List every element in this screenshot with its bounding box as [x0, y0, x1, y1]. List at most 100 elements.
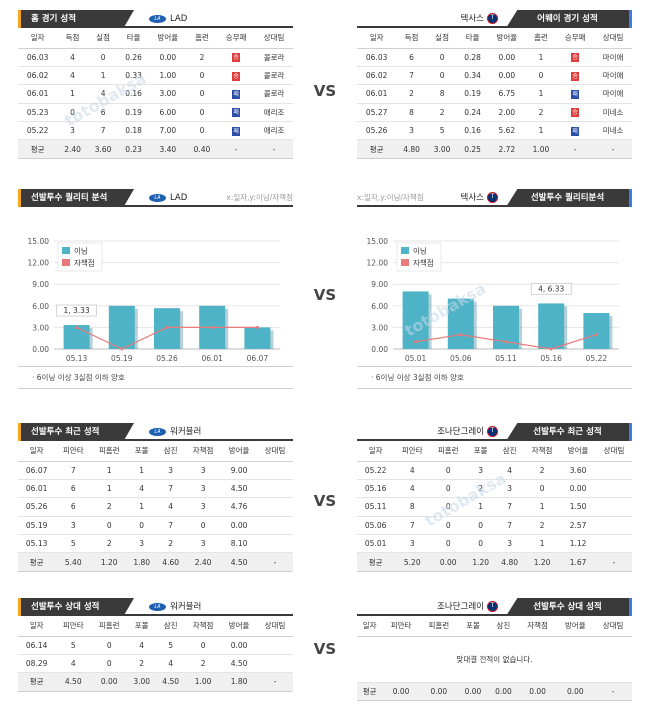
- column-header: 일자: [18, 441, 56, 462]
- dodgers-logo-icon: LA: [149, 427, 166, 436]
- table-cell: 0.00: [457, 682, 489, 701]
- column-header: 타율: [457, 28, 488, 49]
- average-row: 평균 4.80 3.00 0.25 2.72 1.00- -: [357, 139, 632, 159]
- table-cell: 0: [185, 516, 222, 536]
- y-tick-label: 6.00: [371, 302, 388, 311]
- table-cell: 0: [91, 654, 128, 674]
- table-cell: 4: [127, 636, 157, 655]
- column-header: 삼진: [156, 441, 186, 462]
- table-cell: 0.18: [118, 121, 149, 141]
- x-tick-label: 05.19: [111, 354, 133, 363]
- table-cell: -: [556, 139, 595, 159]
- table-cell: 0.34: [457, 66, 488, 86]
- column-header: 승무패: [556, 28, 595, 49]
- table-cell: 2: [91, 497, 128, 517]
- dodgers-logo-icon: LA: [149, 602, 166, 611]
- legend-swatch: [62, 247, 70, 254]
- legend-swatch: [401, 247, 409, 254]
- table-cell: 05.06: [357, 516, 395, 536]
- table-cell: 0.00: [430, 552, 467, 572]
- table-cell: 3: [127, 534, 157, 554]
- x-tick-label: 06.07: [247, 354, 269, 363]
- table-cell: 애리조: [255, 121, 293, 141]
- x-tick-label: 05.06: [450, 354, 472, 363]
- column-header: 홈런: [186, 28, 218, 49]
- table-cell: [257, 534, 293, 554]
- table-cell: 1: [525, 48, 557, 67]
- table-cell: 0.19: [457, 84, 488, 104]
- table-cell: 0.00: [487, 48, 526, 67]
- table-row: 05.11 8 0 1 7 1 1.50: [357, 497, 632, 517]
- table-cell: 4: [57, 66, 88, 86]
- table-cell: 1.80: [127, 552, 157, 572]
- column-header: 피홈런: [419, 616, 458, 637]
- table-cell: 6: [55, 497, 92, 517]
- table-cell: 05.22: [18, 121, 58, 141]
- table-cell: 4.50: [156, 672, 186, 692]
- panel-title: 선발투수 최근 성적: [506, 423, 632, 441]
- table-cell: 6: [87, 103, 119, 123]
- table-cell: 8.10: [221, 534, 258, 554]
- table-cell: 5: [156, 636, 186, 655]
- pitcher-label: LA 워커뷸러: [149, 425, 201, 439]
- table-cell: 2.72: [487, 139, 526, 159]
- table-cell: 콜로라: [255, 66, 293, 86]
- table-cell: 8: [394, 497, 431, 517]
- table-cell: 06.01: [18, 479, 56, 499]
- table-cell: 0: [426, 48, 458, 67]
- table-cell: 0: [186, 84, 218, 104]
- y-tick-label: 6.00: [32, 302, 49, 311]
- result-badge: 패: [217, 84, 256, 104]
- legend-swatch: [401, 259, 409, 266]
- table-cell: 8: [396, 103, 427, 123]
- table-cell: 1: [525, 84, 557, 104]
- table-cell: 5.40: [55, 552, 92, 572]
- table-cell: 4.80: [495, 552, 525, 572]
- table-row: 06.01 2 8 0.19 6.75 1 패 마이애: [357, 84, 632, 104]
- table-cell: 9.00: [221, 461, 258, 480]
- column-header: 상대팀: [594, 616, 632, 637]
- table-cell: 05.22: [357, 461, 395, 480]
- table-cell: 0.00: [487, 66, 526, 86]
- column-header: 포볼: [127, 616, 157, 637]
- quality-chart-svg: 0.00 3.00 6.00 9.00 12.00 15.00 05.01 05.06 05.1…: [367, 237, 619, 363]
- table-cell: 3.00: [426, 139, 458, 159]
- table-cell: 3.00: [127, 672, 157, 692]
- table-row: 05.23 0 6 0.19 6.00 0 패 애리조: [18, 103, 293, 123]
- table-cell: 4.50: [55, 672, 92, 692]
- result-badge-label: 패: [571, 126, 580, 136]
- table-cell: 1.80: [221, 672, 258, 692]
- table-row: 05.06 7 0 0 7 2 2.57: [357, 516, 632, 536]
- column-header: 상대팀: [594, 28, 632, 49]
- table-cell: 0.00: [148, 48, 187, 67]
- data-label: 1, 3.33: [63, 306, 89, 315]
- column-header: 자책점: [524, 441, 561, 462]
- vs-label: VS: [313, 82, 337, 100]
- result-badge: 승: [556, 48, 595, 67]
- result-badge-label: 승: [232, 53, 241, 63]
- table-cell: 1.50: [560, 497, 597, 517]
- column-header: 방어율: [221, 616, 258, 637]
- legend-label: 자책점: [413, 258, 434, 268]
- table-cell: 7: [55, 461, 92, 480]
- table-cell: 7: [495, 497, 525, 517]
- table-cell: 0.26: [118, 48, 149, 67]
- bar: [447, 298, 474, 349]
- panel-title: 어웨이 경기 성적: [506, 10, 632, 28]
- y-tick-label: 0.00: [371, 345, 388, 354]
- table-cell: 5: [55, 534, 92, 554]
- table-cell: 0.24: [457, 103, 488, 123]
- bar: [402, 291, 429, 349]
- column-header: 일자: [357, 28, 397, 49]
- table-cell: [596, 516, 632, 536]
- quality-chart: 0.00 3.00 6.00 9.00 12.00 15.00 05.01 05.06 05.1…: [357, 207, 632, 367]
- x-tick-label: 05.22: [586, 354, 608, 363]
- table-cell: 06.07: [18, 461, 56, 480]
- column-header: 자책점: [518, 616, 557, 637]
- dodgers-logo-icon: LA: [149, 193, 166, 202]
- table-cell: 1: [525, 121, 557, 141]
- empty-row: 맞대결 전적이 없습니다.: [357, 636, 632, 683]
- table-cell: 0: [87, 48, 119, 67]
- table-cell: 5.62: [487, 121, 526, 141]
- table-cell: 1.20: [466, 552, 496, 572]
